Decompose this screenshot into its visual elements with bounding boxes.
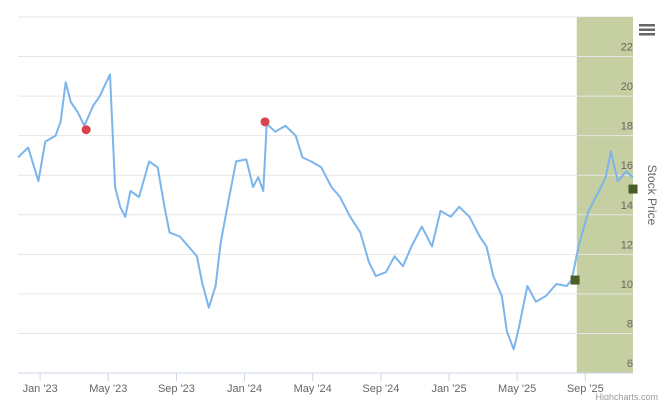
x-tick-label: Jan '23 [23,383,58,395]
menu-bar [639,28,655,31]
menu-button[interactable] [639,24,655,36]
y-tick-label: 16 [621,160,633,172]
y-axis-title: Stock Price [645,165,659,226]
x-tick-label: Jan '25 [431,383,466,395]
credits[interactable]: Highcharts.com [595,392,658,400]
event-marker [570,275,580,285]
y-tick-label: 14 [621,200,633,212]
x-tick-label: Sep '25 [567,383,604,395]
event-marker [628,184,638,194]
y-tick-label: 20 [621,81,633,93]
y-tick-label: 8 [627,318,633,330]
y-tick-label: 10 [621,279,633,291]
y-tick-label: 12 [621,239,633,251]
price-line [17,73,634,351]
y-tick-label: 18 [621,121,633,133]
plot-band [576,17,633,373]
x-tick-label: Sep '24 [362,383,399,395]
x-tick-label: Jan '24 [227,383,262,395]
y-tick-label: 6 [627,358,633,370]
x-tick-label: May '24 [294,383,332,395]
x-tick-label: May '25 [498,383,536,395]
x-tick-label: Sep '23 [158,383,195,395]
menu-bar [639,33,655,36]
event-marker [260,117,270,127]
event-marker [81,125,91,135]
y-tick-label: 22 [621,42,633,54]
menu-bar [639,24,655,27]
x-tick-label: May '23 [89,383,127,395]
